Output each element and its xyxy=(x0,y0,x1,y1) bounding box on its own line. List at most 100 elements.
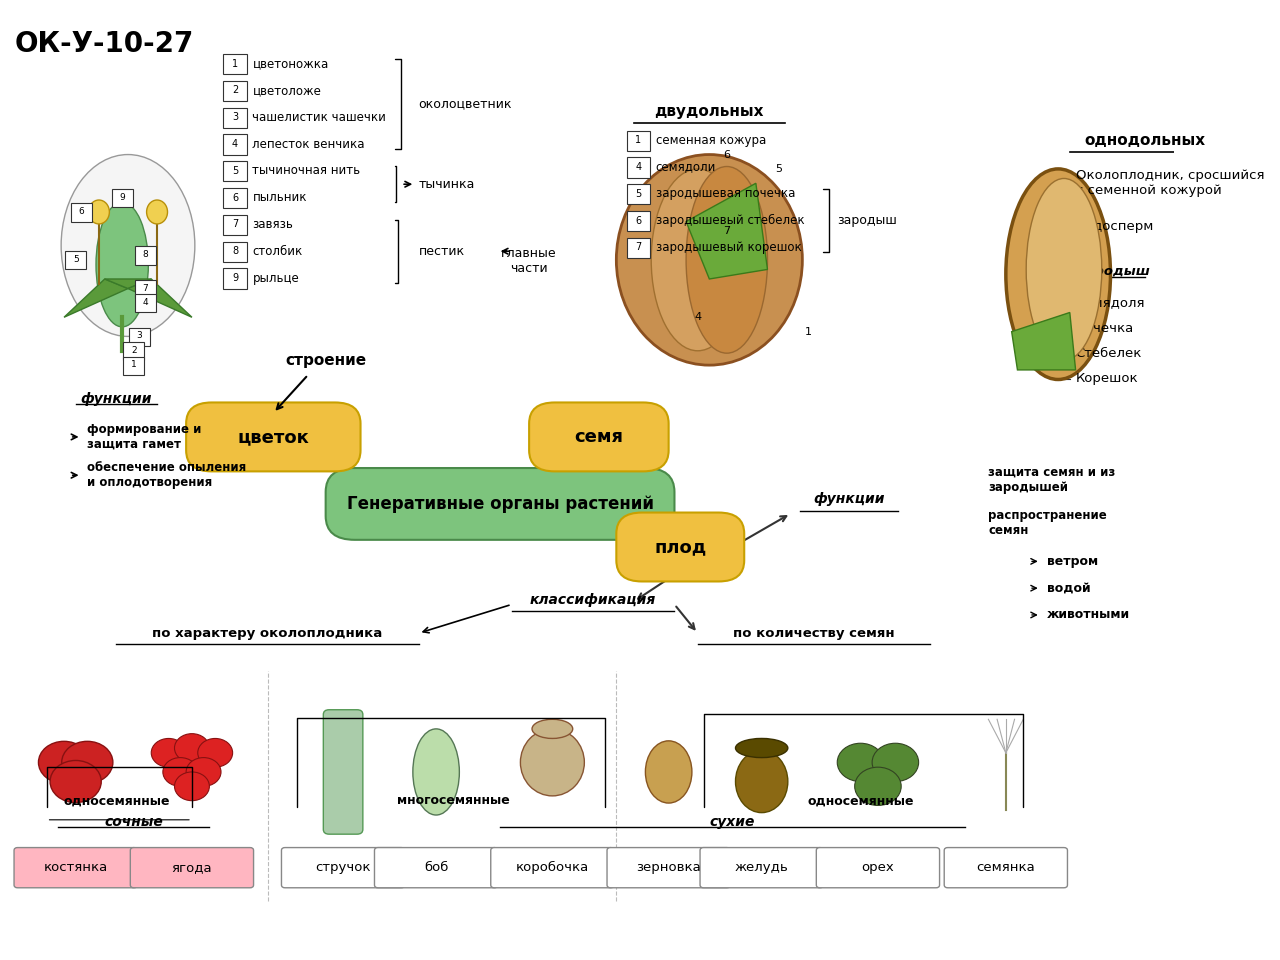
FancyBboxPatch shape xyxy=(223,215,247,235)
FancyBboxPatch shape xyxy=(65,252,86,270)
FancyBboxPatch shape xyxy=(282,848,404,888)
FancyBboxPatch shape xyxy=(223,269,247,289)
Text: Корешок: Корешок xyxy=(1075,372,1138,385)
FancyBboxPatch shape xyxy=(134,280,156,299)
Text: двудольных: двудольных xyxy=(654,104,764,119)
Ellipse shape xyxy=(1027,179,1102,360)
FancyBboxPatch shape xyxy=(375,848,498,888)
Ellipse shape xyxy=(652,169,744,350)
Text: 2: 2 xyxy=(131,346,137,355)
Text: тычиночная нить: тычиночная нить xyxy=(252,164,361,178)
Text: 4: 4 xyxy=(635,162,641,172)
Text: 3: 3 xyxy=(232,112,238,122)
FancyBboxPatch shape xyxy=(223,108,247,128)
Text: костянка: костянка xyxy=(44,861,108,875)
Text: формирование и
защита гамет: формирование и защита гамет xyxy=(87,423,202,451)
Text: животными: животными xyxy=(1047,609,1130,621)
FancyBboxPatch shape xyxy=(700,848,823,888)
Text: 7: 7 xyxy=(635,242,641,252)
Polygon shape xyxy=(128,279,192,317)
Text: околоцветник: околоцветник xyxy=(419,97,512,110)
Ellipse shape xyxy=(686,166,768,353)
Text: 9: 9 xyxy=(232,273,238,283)
Text: чашелистик чашечки: чашелистик чашечки xyxy=(252,110,387,124)
Text: зародышевая почечка: зародышевая почечка xyxy=(655,187,795,201)
Polygon shape xyxy=(105,279,151,289)
Circle shape xyxy=(197,738,233,767)
Text: водой: водой xyxy=(1047,582,1091,594)
Text: цветоножка: цветоножка xyxy=(252,57,329,70)
Text: 5: 5 xyxy=(73,254,78,264)
FancyBboxPatch shape xyxy=(223,54,247,74)
Circle shape xyxy=(174,733,210,762)
FancyBboxPatch shape xyxy=(186,402,361,471)
Text: рыльце: рыльце xyxy=(252,272,300,284)
Text: односемянные: односемянные xyxy=(808,794,914,807)
Ellipse shape xyxy=(645,741,692,804)
Polygon shape xyxy=(64,279,128,317)
Text: 7: 7 xyxy=(142,283,148,293)
Text: 5: 5 xyxy=(776,164,782,174)
Text: цветок: цветок xyxy=(238,428,310,446)
Text: 4: 4 xyxy=(142,298,148,307)
Text: классификация: классификация xyxy=(530,592,657,607)
Text: многосемянные: многосемянные xyxy=(397,794,509,807)
FancyBboxPatch shape xyxy=(627,157,650,178)
Ellipse shape xyxy=(413,729,460,815)
FancyBboxPatch shape xyxy=(817,848,940,888)
Text: лепесток венчика: лепесток венчика xyxy=(252,137,365,151)
Text: коробочка: коробочка xyxy=(516,861,589,875)
Text: 5: 5 xyxy=(232,166,238,176)
Text: семядоли: семядоли xyxy=(655,160,717,174)
Text: зародышевый корешок: зародышевый корешок xyxy=(655,241,801,253)
FancyBboxPatch shape xyxy=(607,848,731,888)
Circle shape xyxy=(186,757,221,786)
FancyBboxPatch shape xyxy=(129,327,150,346)
Text: зародышевый стебелек: зародышевый стебелек xyxy=(655,214,805,228)
FancyBboxPatch shape xyxy=(123,342,145,360)
FancyBboxPatch shape xyxy=(70,204,92,222)
Ellipse shape xyxy=(736,751,787,812)
Ellipse shape xyxy=(617,155,803,365)
Ellipse shape xyxy=(521,729,585,796)
Text: 1: 1 xyxy=(131,360,137,370)
Text: 5: 5 xyxy=(635,189,641,199)
FancyBboxPatch shape xyxy=(14,848,137,888)
Text: ОК-У-10-27: ОК-У-10-27 xyxy=(15,31,195,59)
Text: орех: орех xyxy=(861,861,895,875)
Circle shape xyxy=(163,757,197,786)
FancyBboxPatch shape xyxy=(325,468,675,540)
Text: распространение
семян: распространение семян xyxy=(988,509,1107,537)
Text: 2: 2 xyxy=(232,85,238,95)
Text: боб: боб xyxy=(424,861,448,875)
Ellipse shape xyxy=(88,200,109,224)
Circle shape xyxy=(855,767,901,805)
Circle shape xyxy=(50,760,101,803)
Text: функции: функции xyxy=(81,392,152,406)
Text: 6: 6 xyxy=(635,216,641,226)
Text: обеспечение опыления
и оплодотворения: обеспечение опыления и оплодотворения xyxy=(87,461,247,490)
Text: Эндосперм: Эндосперм xyxy=(1075,220,1155,233)
Text: стручок: стручок xyxy=(315,861,371,875)
Text: ветром: ветром xyxy=(1047,555,1098,568)
FancyBboxPatch shape xyxy=(123,356,145,374)
Text: главные
части: главные части xyxy=(502,247,557,275)
FancyBboxPatch shape xyxy=(111,189,133,207)
Text: цветоложе: цветоложе xyxy=(252,84,321,97)
Text: сухие: сухие xyxy=(710,815,755,828)
Text: семенная кожура: семенная кожура xyxy=(655,133,767,147)
Text: по количеству семян: по количеству семян xyxy=(733,627,895,639)
FancyBboxPatch shape xyxy=(627,131,650,151)
Text: семянка: семянка xyxy=(977,861,1036,875)
Text: 3: 3 xyxy=(137,331,142,341)
FancyBboxPatch shape xyxy=(627,238,650,258)
FancyBboxPatch shape xyxy=(223,242,247,262)
Text: пыльник: пыльник xyxy=(252,191,307,204)
FancyBboxPatch shape xyxy=(945,848,1068,888)
Polygon shape xyxy=(686,183,768,279)
Text: 1: 1 xyxy=(635,135,641,145)
Text: 4: 4 xyxy=(694,312,701,323)
Text: Генеративные органы растений: Генеративные органы растений xyxy=(347,495,654,513)
FancyBboxPatch shape xyxy=(324,709,362,834)
Circle shape xyxy=(38,741,90,783)
